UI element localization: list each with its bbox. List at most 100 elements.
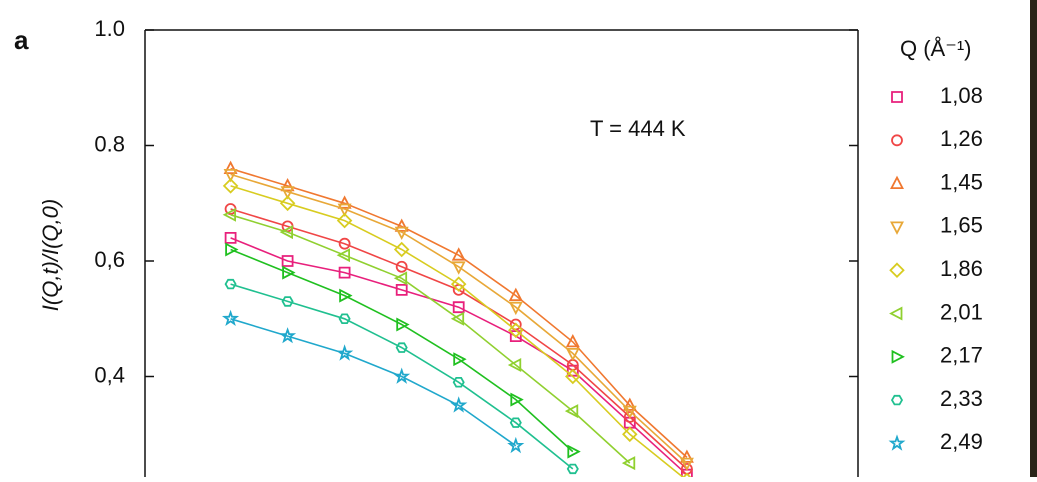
panel-label: a: [14, 25, 29, 55]
fit-line: [230, 248, 574, 453]
data-point: [396, 317, 410, 332]
data-point: [336, 212, 353, 229]
fit-line: [230, 173, 688, 464]
y-tick-label: 0.8: [94, 131, 125, 156]
data-point: [337, 195, 352, 209]
data-point: [393, 241, 410, 258]
data-point: [338, 237, 351, 250]
data-point: [450, 276, 467, 292]
data-point: [508, 287, 523, 301]
y-tick-label: 0,4: [94, 362, 125, 387]
fit-line: [230, 167, 688, 458]
data-point: [566, 359, 579, 371]
data-point: [279, 327, 297, 344]
data-point: [224, 278, 237, 290]
legend-label: 1,86: [940, 256, 983, 281]
data-point: [395, 260, 408, 273]
data-point: [451, 261, 466, 275]
legend-marker: [889, 306, 903, 321]
data-point: [336, 248, 350, 263]
legend-marker: [891, 349, 905, 364]
data-point: [336, 344, 354, 361]
annotation: T = 444 K: [590, 116, 686, 141]
data-point: [622, 405, 637, 420]
data-point: [279, 195, 296, 212]
data-point: [394, 226, 409, 241]
fit-line: [230, 318, 517, 447]
data-point: [395, 284, 408, 296]
y-axis-label: I(Q,t)/I(Q,0): [38, 199, 63, 311]
data-point: [450, 396, 468, 413]
data-point: [222, 178, 239, 194]
data-point: [280, 177, 295, 192]
legend-label: 2,33: [940, 386, 983, 411]
data-point: [393, 367, 411, 384]
series: [224, 278, 579, 475]
series: [224, 232, 693, 481]
y-tick-label: 0,6: [94, 247, 125, 272]
fit-line: [230, 283, 574, 470]
data-point: [507, 358, 522, 372]
photo-edge: [1030, 0, 1037, 477]
data-point: [679, 457, 694, 472]
legend-marker: [891, 91, 903, 103]
data-point: [509, 417, 522, 428]
data-point: [564, 404, 579, 419]
data-point: [565, 333, 580, 348]
legend-marker: [890, 394, 904, 406]
data-point: [452, 377, 465, 388]
data-point: [394, 218, 409, 232]
legend-label: 1,26: [940, 126, 983, 151]
data-point: [279, 225, 293, 240]
legend-marker: [888, 434, 906, 451]
data-point: [453, 352, 467, 367]
data-point: [222, 207, 236, 222]
series: [225, 242, 581, 459]
series: [221, 309, 525, 454]
fit-line: [230, 214, 631, 464]
data-point: [622, 397, 637, 411]
y-tick-label: 1.0: [94, 16, 125, 41]
data-point: [223, 169, 238, 183]
legend-marker: [890, 221, 904, 235]
data-point: [225, 242, 239, 257]
data-point: [508, 301, 523, 316]
data-point: [337, 203, 352, 217]
data-point: [679, 449, 694, 463]
data-point: [280, 186, 295, 200]
legend-label: 1,65: [940, 213, 983, 238]
data-point: [393, 271, 408, 286]
data-point: [282, 265, 296, 280]
legend-marker: [889, 262, 905, 278]
plot-frame: [144, 29, 859, 477]
data-point: [565, 368, 581, 385]
legend-title: Q (Å⁻¹): [900, 36, 972, 61]
legend-marker: [890, 175, 904, 189]
data-point: [565, 348, 580, 362]
legend-label: 2,01: [940, 299, 983, 324]
data-point: [567, 444, 581, 459]
data-point: [622, 426, 638, 443]
legend-label: 2,49: [940, 429, 983, 454]
series: [223, 169, 694, 472]
data-point: [281, 296, 294, 307]
data-point: [508, 322, 524, 339]
data-point: [338, 266, 351, 279]
data-point: [221, 309, 240, 327]
data-point: [450, 311, 465, 326]
legend-label: 1,45: [940, 169, 983, 194]
data-point: [338, 313, 351, 324]
fit-line: [230, 237, 688, 476]
legend-marker: [891, 134, 903, 147]
legend-label: 2,17: [940, 343, 983, 368]
series: [222, 207, 636, 471]
fit-line: [230, 185, 688, 482]
data-point: [510, 392, 524, 407]
data-point: [451, 247, 466, 261]
data-point: [395, 342, 408, 353]
data-point: [621, 456, 636, 471]
data-point: [223, 160, 238, 174]
data-point: [507, 436, 525, 454]
